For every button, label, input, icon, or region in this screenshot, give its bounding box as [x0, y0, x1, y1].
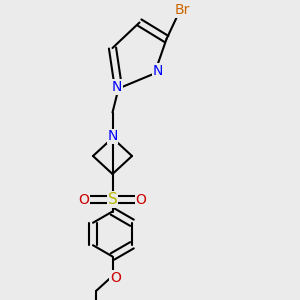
Text: O: O [110, 271, 121, 284]
Text: O: O [136, 193, 146, 206]
Text: N: N [107, 130, 118, 143]
Text: Br: Br [174, 3, 190, 17]
Text: N: N [112, 80, 122, 94]
Text: O: O [79, 193, 89, 206]
Text: N: N [153, 64, 163, 78]
Text: S: S [108, 192, 117, 207]
